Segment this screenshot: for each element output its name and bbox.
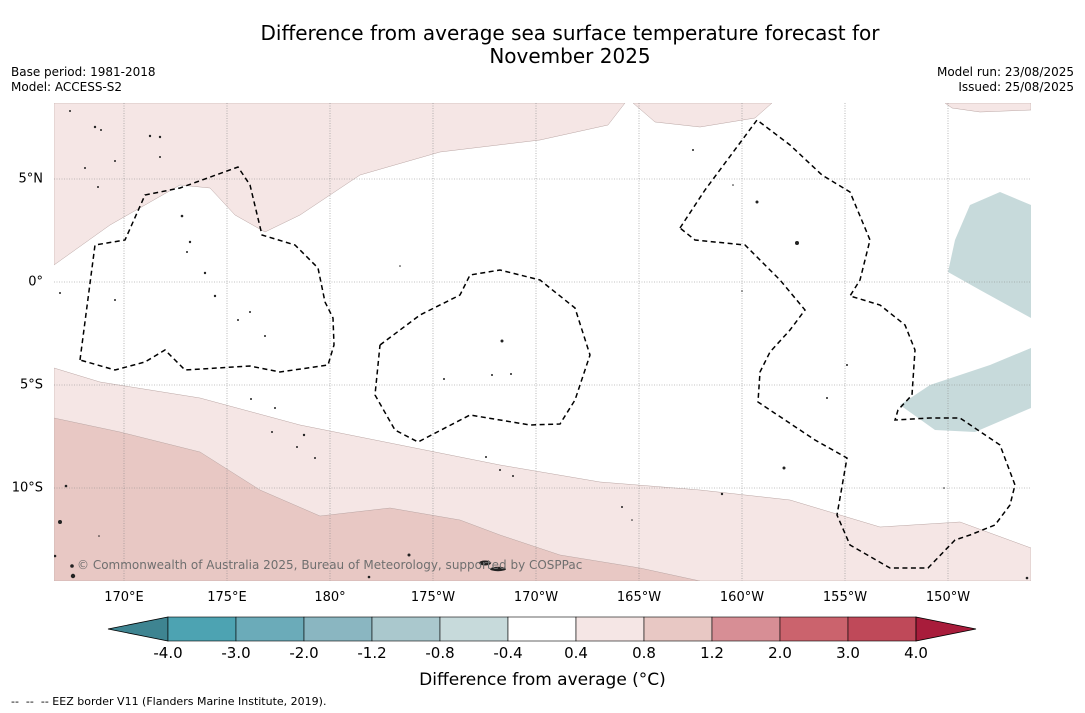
colorbar-segment: [643, 616, 713, 642]
meta-left: Base period: 1981-2018 Model: ACCESS-S2: [11, 65, 156, 95]
latitude-label: 10°S: [11, 480, 43, 496]
meta-right: Model run: 23/08/2025 Issued: 25/08/2025: [937, 65, 1074, 95]
colorbar-segment: [235, 616, 305, 642]
colorbar-tick-label: -2.0: [289, 644, 319, 662]
colorbar-tick-label: 3.0: [836, 644, 860, 662]
colorbar-segment: [779, 616, 849, 642]
longitude-label: 160°W: [719, 590, 765, 605]
colorbar-tick-label: 1.2: [700, 644, 724, 662]
colorbar-tick-label: -4.0: [153, 644, 183, 662]
colorbar-tick-label: -0.8: [425, 644, 455, 662]
map-title-line1: Difference from average sea surface temp…: [260, 21, 880, 45]
cool-region-south-east: [900, 348, 1031, 432]
copyright-notice: © Commonwealth of Australia 2025, Bureau…: [77, 558, 583, 572]
colorbar-tick-label: 2.0: [768, 644, 792, 662]
map-title: Difference from average sea surface temp…: [170, 22, 970, 68]
colorbar-tick-label: -1.2: [357, 644, 387, 662]
colorbar-segment: [303, 616, 373, 642]
colorbar-tick-label: -0.4: [493, 644, 523, 662]
colorbar-tick-label: 0.4: [564, 644, 588, 662]
latitude-label: 5°N: [18, 171, 44, 187]
colorbar-segment: [167, 616, 237, 642]
longitude-label: 175°E: [207, 590, 247, 605]
longitude-label: 155°W: [822, 590, 868, 605]
latitude-label: 0°: [28, 274, 43, 290]
issued-date: Issued: 25/08/2025: [958, 80, 1074, 94]
cool-region-east: [948, 192, 1031, 318]
colorbar-segment: [711, 616, 781, 642]
longitude-label: 150°W: [925, 590, 971, 605]
model-name: Model: ACCESS-S2: [11, 80, 123, 94]
colorbar-segment: [575, 616, 645, 642]
eez-footnote: -- -- -- EEZ border V11 (Flanders Marine…: [11, 695, 327, 708]
colorbar-tick-label: 0.8: [632, 644, 656, 662]
colorbar-segment: [847, 616, 917, 642]
colorbar-extend-low: [107, 616, 169, 642]
longitude-label: 175°W: [410, 590, 456, 605]
warm-region-north-east: [944, 103, 1031, 113]
colorbar-segment: [371, 616, 441, 642]
colorbar-tick-label: 4.0: [904, 644, 928, 662]
warm-region-north-west: [54, 103, 626, 266]
warm-region-south-mid: [54, 417, 701, 581]
islands: [54, 110, 1029, 580]
latitude-label: 5°S: [19, 377, 43, 393]
eez-border-gilbert: [79, 166, 335, 373]
colorbar-segment: [507, 616, 577, 642]
base-period: Base period: 1981-2018: [11, 65, 156, 79]
eez-borders: [79, 118, 1016, 569]
colorbar-title: Difference from average (°C): [419, 670, 666, 690]
longitude-label: 165°W: [616, 590, 662, 605]
colorbar-extend-high: [915, 616, 977, 642]
colorbar-segment: [439, 616, 509, 642]
map-title-line2: November 2025: [489, 44, 651, 68]
colorbar-tick-label: -3.0: [221, 644, 251, 662]
eez-border-phoenix: [374, 269, 591, 443]
longitude-label: 170°E: [104, 590, 144, 605]
longitude-label: 180°: [314, 590, 346, 605]
longitude-label: 170°W: [513, 590, 559, 605]
warm-region-north-center: [632, 103, 773, 128]
model-run: Model run: 23/08/2025: [936, 65, 1074, 79]
eez-border-line: [679, 118, 1016, 569]
